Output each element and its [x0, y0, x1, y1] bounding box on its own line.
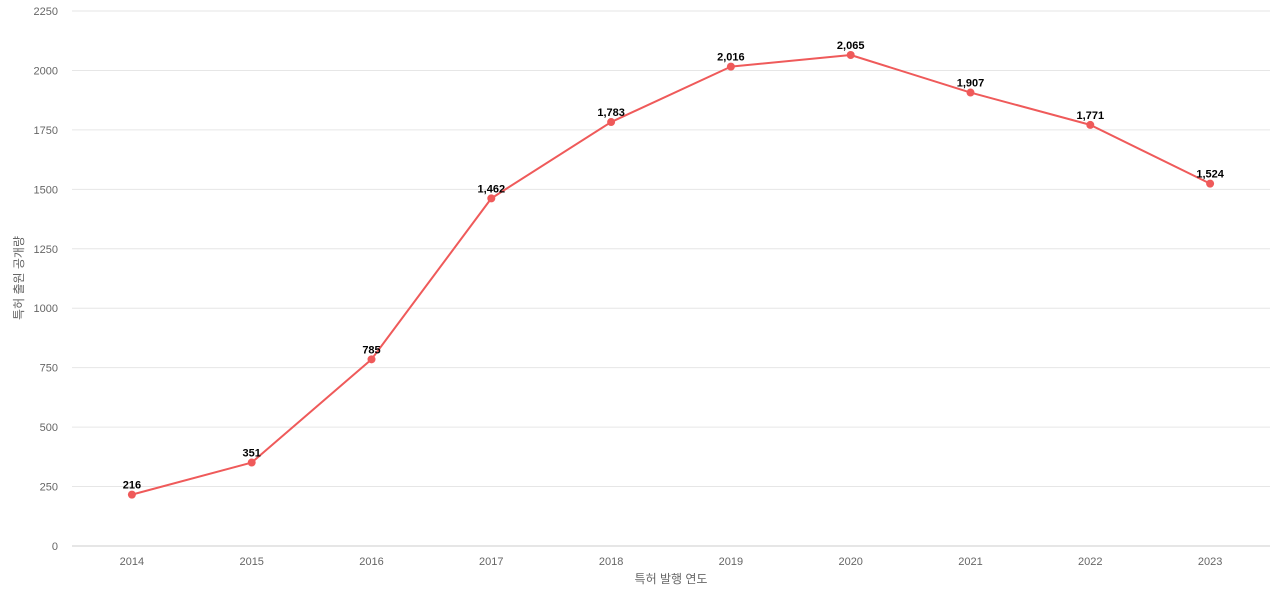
x-axis-ticks: 2014 2015 2016 2017 2018 2019 2020 2021 2022 2023 — [120, 556, 1223, 568]
x-tick-label: 2015 — [239, 556, 263, 568]
data-label: 1,783 — [597, 107, 625, 119]
data-point — [1206, 179, 1215, 188]
y-axis-ticks: 0 250 500 750 1000 1250 1500 1750 2000 2250 — [34, 6, 58, 553]
x-tick-label: 2017 — [479, 556, 503, 568]
data-point — [966, 88, 975, 97]
data-points — [127, 50, 1215, 499]
data-point — [846, 50, 855, 59]
data-point — [726, 62, 735, 71]
series-line-group — [131, 53, 1211, 496]
y-tick-label: 500 — [40, 422, 58, 434]
data-label: 785 — [362, 344, 380, 356]
y-tick-label: 2000 — [34, 65, 58, 77]
data-point — [487, 194, 496, 203]
y-tick-label: 0 — [52, 541, 58, 553]
data-label: 1,524 — [1196, 169, 1224, 181]
data-label: 1,462 — [478, 183, 506, 195]
data-label: 1,907 — [957, 78, 985, 90]
y-tick-label: 1750 — [34, 125, 58, 137]
y-tick-label: 250 — [40, 482, 58, 494]
data-point — [247, 458, 256, 467]
data-point — [127, 490, 136, 499]
y-tick-label: 1000 — [34, 303, 58, 315]
series-line — [131, 53, 1211, 496]
data-label: 2,016 — [717, 52, 745, 64]
x-tick-label: 2018 — [599, 556, 623, 568]
data-label: 1,771 — [1077, 110, 1105, 122]
x-tick-label: 2022 — [1078, 556, 1102, 568]
x-tick-label: 2016 — [359, 556, 383, 568]
x-tick-label: 2014 — [120, 556, 144, 568]
x-tick-label: 2021 — [958, 556, 982, 568]
data-label: 216 — [123, 480, 141, 492]
x-axis-title: 특허 발행 연도 — [635, 571, 708, 586]
data-label: 2,065 — [837, 40, 865, 52]
y-tick-label: 750 — [40, 363, 58, 375]
data-point — [1086, 120, 1095, 129]
gridlines — [72, 10, 1270, 547]
x-tick-label: 2023 — [1198, 556, 1222, 568]
y-tick-label: 1250 — [34, 244, 58, 256]
x-tick-label: 2019 — [719, 556, 743, 568]
data-label: 351 — [243, 448, 261, 460]
y-tick-label: 1500 — [34, 184, 58, 196]
data-labels: 216 351 785 1,462 1,783 2,016 2,065 1,907 1,771 1… — [123, 40, 1225, 492]
data-point — [367, 355, 376, 364]
y-axis-title: 특허 출원 공개량 — [12, 236, 26, 320]
y-tick-label: 2250 — [34, 6, 58, 18]
data-point — [607, 118, 616, 127]
x-tick-label: 2020 — [838, 556, 862, 568]
